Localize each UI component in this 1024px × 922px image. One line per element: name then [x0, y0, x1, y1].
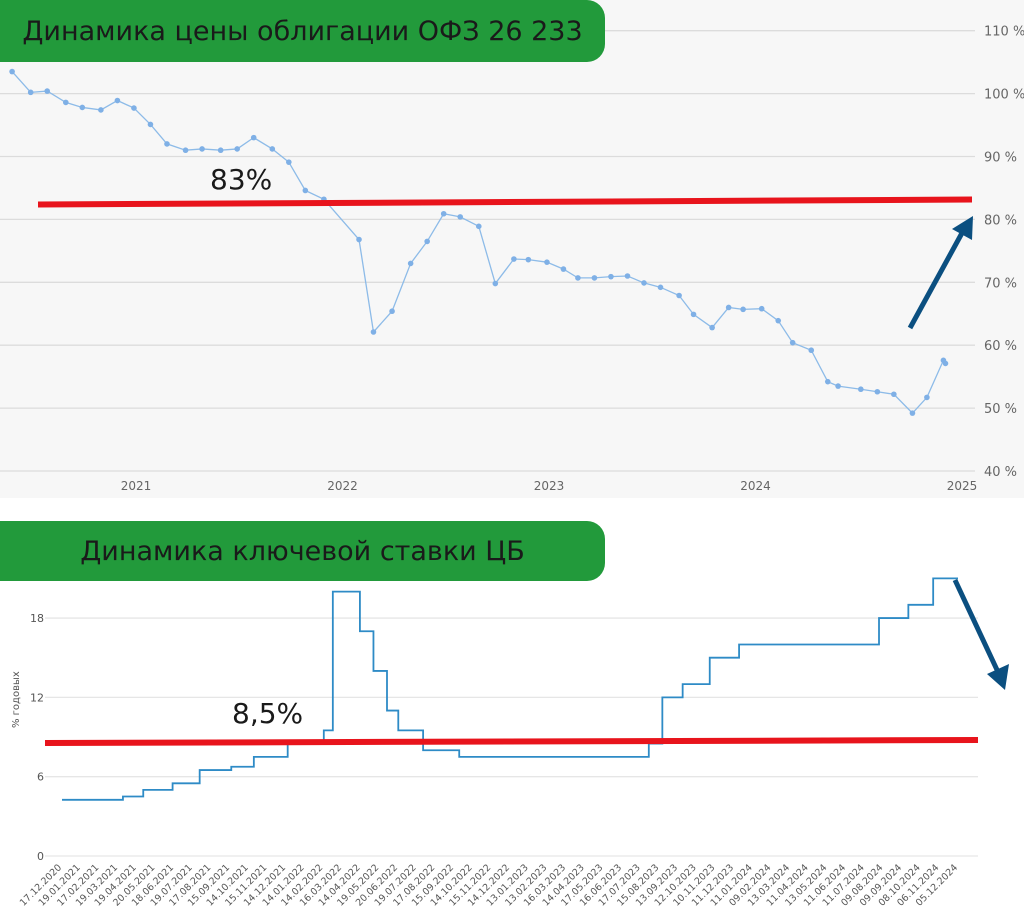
- price-point: [858, 386, 864, 393]
- arrow-up-head-icon: [952, 216, 973, 240]
- price-point: [457, 214, 464, 220]
- price-point: [475, 223, 482, 230]
- x-tick-label: 2022: [327, 479, 358, 493]
- price-point: [407, 260, 414, 267]
- price-point: [492, 280, 499, 287]
- price-point: [525, 256, 532, 263]
- price-point: [27, 89, 34, 96]
- y-axis-label: % годовых: [11, 671, 22, 728]
- x-tick-label: 2024: [740, 479, 771, 493]
- bond-chart-title-text: Динамика цены облигации ОФЗ 26 233: [22, 15, 583, 47]
- price-point: [690, 311, 697, 318]
- price-point: [544, 259, 550, 265]
- bond-chart-title: Динамика цены облигации ОФЗ 26 233: [0, 0, 605, 62]
- price-point: [62, 99, 69, 106]
- price-point: [440, 210, 447, 217]
- price-point: [114, 97, 121, 104]
- price-point: [775, 317, 782, 324]
- price-point: [217, 147, 224, 154]
- price-point: [182, 147, 189, 154]
- price-point: [302, 187, 309, 194]
- price-point: [389, 308, 395, 315]
- price-point: [942, 360, 949, 367]
- rate-level-label: 8,5%: [232, 697, 304, 730]
- rate-chart-title: Динамика ключевой ставки ЦБ: [0, 521, 605, 581]
- price-point: [164, 141, 170, 147]
- price-point: [657, 284, 664, 291]
- price-point: [676, 292, 682, 299]
- price-point: [44, 88, 51, 94]
- price-point: [98, 107, 104, 113]
- price-point: [356, 236, 362, 243]
- level-line-8-5: [44, 737, 979, 746]
- price-point: [924, 394, 930, 401]
- price-point: [608, 273, 614, 280]
- price-point: [740, 306, 746, 313]
- level-line-83: [37, 196, 973, 208]
- price-point: [234, 146, 240, 152]
- y-tick-label: 60 %: [984, 339, 1017, 354]
- y-tick-label: 50 %: [984, 402, 1017, 417]
- x-tick-label: 2023: [534, 479, 565, 493]
- y-tick-label: 90 %: [984, 151, 1017, 166]
- price-point: [758, 305, 765, 312]
- x-tick-label: 2021: [121, 479, 152, 493]
- price-point: [199, 146, 205, 152]
- price-point: [575, 275, 581, 281]
- price-point: [709, 324, 715, 331]
- price-point: [9, 68, 15, 75]
- price-point: [511, 256, 517, 262]
- x-tick-label: 2025: [947, 479, 978, 493]
- bond-level-label: 83%: [210, 163, 273, 196]
- rate-chart-title-text: Динамика ключевой ставки ЦБ: [80, 535, 525, 567]
- y-tick-label: 80 %: [984, 213, 1017, 228]
- price-point: [874, 388, 881, 395]
- y-tick-label: 70 %: [984, 276, 1017, 291]
- key-rate-line: [62, 577, 958, 801]
- arrow-up-icon: [907, 231, 965, 330]
- price-point: [131, 105, 137, 111]
- y-tick-label: 100 %: [984, 88, 1024, 103]
- price-point: [79, 104, 86, 111]
- price-point: [286, 159, 292, 165]
- price-point: [424, 238, 430, 245]
- y-tick-label: 40 %: [984, 465, 1017, 480]
- price-point: [147, 121, 154, 128]
- price-point: [591, 275, 598, 281]
- price-point: [909, 410, 916, 416]
- plot-background: [0, 0, 1024, 498]
- price-point: [269, 146, 276, 152]
- price-point: [835, 383, 841, 389]
- price-point: [370, 329, 377, 335]
- y-tick-label: 110 %: [984, 25, 1024, 40]
- y-tick-label: 12: [30, 691, 44, 704]
- arrow-down-icon: [952, 578, 1001, 674]
- y-tick-label: 18: [30, 612, 44, 625]
- price-point: [725, 304, 732, 311]
- price-point: [624, 273, 631, 279]
- price-point: [891, 391, 897, 398]
- y-tick-label: 6: [37, 771, 44, 784]
- price-point: [250, 134, 257, 141]
- y-tick-label: 0: [37, 850, 44, 863]
- price-point: [808, 347, 815, 354]
- bond-price-chart: 40 % 50 % 60 % 70 % 80 % 90 % 100 % 110 % 2021 20…: [0, 0, 1024, 498]
- arrow-down-head-icon: [987, 664, 1009, 690]
- price-point: [824, 378, 831, 385]
- price-point: [641, 280, 647, 286]
- price-point: [789, 339, 796, 346]
- price-line: [11, 71, 947, 415]
- price-point: [560, 266, 567, 272]
